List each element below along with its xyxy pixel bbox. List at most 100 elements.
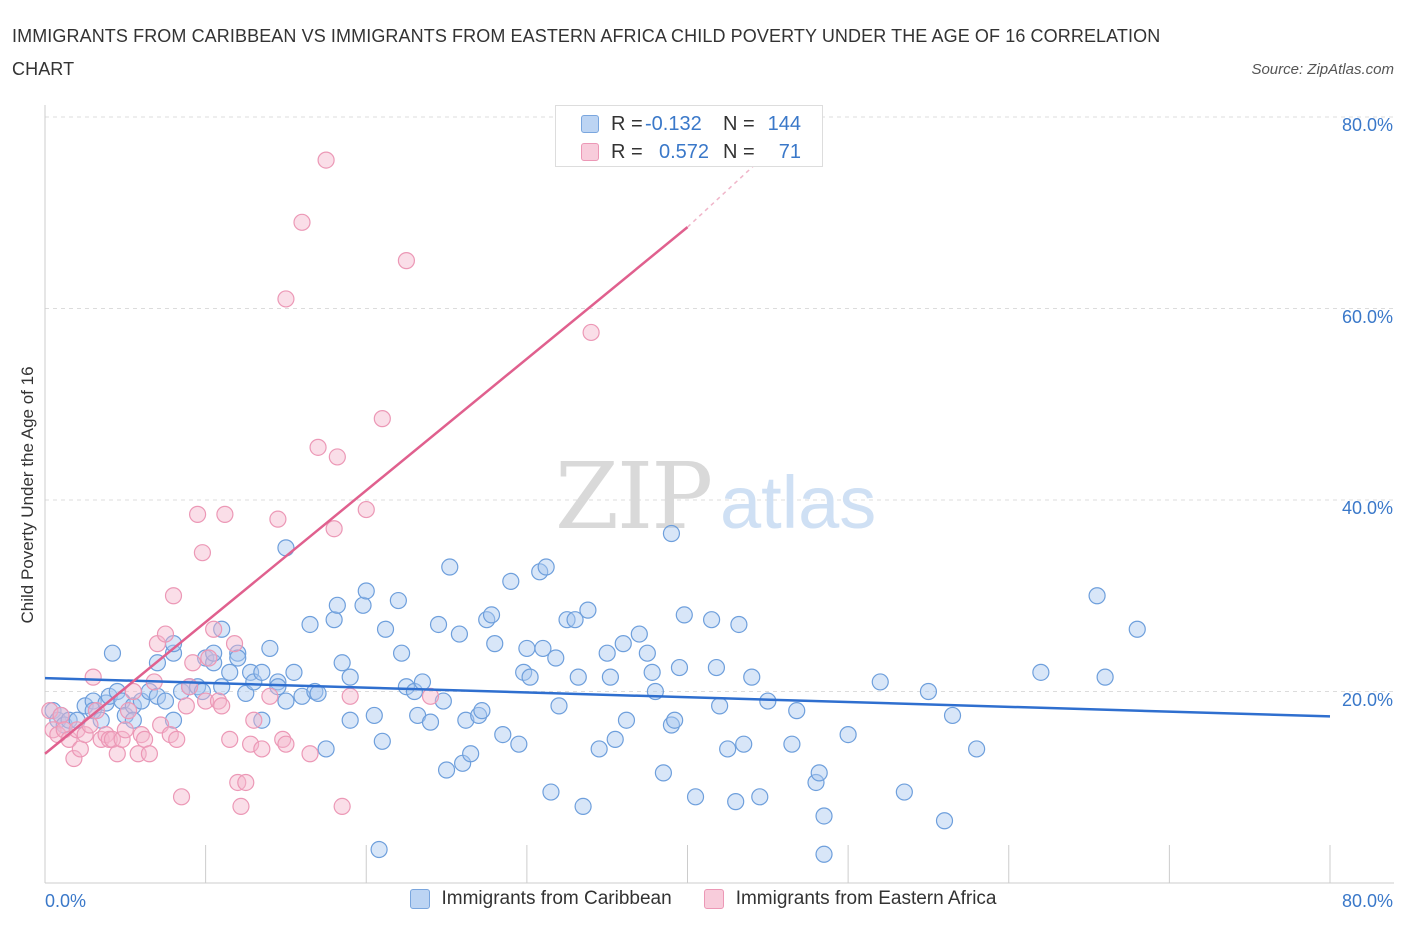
data-point-eastern-africa xyxy=(225,635,244,653)
data-point-caribbean xyxy=(935,812,954,830)
data-point-caribbean xyxy=(253,663,271,681)
data-point-eastern-africa xyxy=(108,745,126,763)
data-point-caribbean xyxy=(727,793,745,811)
data-point-eastern-africa xyxy=(188,505,207,523)
data-point-eastern-africa xyxy=(71,740,89,758)
data-point-eastern-africa xyxy=(52,706,70,725)
data-point-caribbean xyxy=(229,644,247,662)
data-point-caribbean xyxy=(871,673,889,691)
y-tick-label: 40.0% xyxy=(1341,498,1393,518)
data-point-eastern-africa xyxy=(325,520,343,538)
data-point-caribbean xyxy=(788,702,806,720)
data-point-caribbean xyxy=(221,663,239,681)
data-point-eastern-africa xyxy=(140,745,159,763)
data-point-caribbean xyxy=(148,687,167,705)
legend-n-value: 71 xyxy=(778,140,801,163)
data-point-caribbean xyxy=(569,668,587,686)
data-point-caribbean xyxy=(534,639,552,658)
watermark-zip: ZIP xyxy=(555,443,711,550)
data-point-eastern-africa xyxy=(328,448,346,466)
data-point-caribbean xyxy=(457,711,475,729)
data-point-caribbean xyxy=(370,840,388,859)
data-point-eastern-africa xyxy=(193,544,212,562)
data-point-caribbean xyxy=(164,644,183,662)
data-point-eastern-africa xyxy=(317,151,335,169)
data-point-eastern-africa xyxy=(253,740,271,758)
data-point-eastern-africa xyxy=(269,510,287,528)
data-point-caribbean xyxy=(164,711,183,729)
data-point-caribbean xyxy=(205,644,223,662)
data-point-caribbean xyxy=(574,797,592,816)
data-point-caribbean xyxy=(462,745,480,763)
legend-swatch-blue xyxy=(581,115,599,133)
data-point-caribbean xyxy=(654,764,673,782)
data-point-eastern-africa xyxy=(172,788,191,806)
data-point-caribbean xyxy=(502,572,520,590)
data-point-caribbean xyxy=(1128,620,1146,638)
data-point-caribbean xyxy=(675,606,693,624)
data-point-caribbean xyxy=(333,654,351,672)
data-point-caribbean xyxy=(943,706,962,725)
data-point-caribbean xyxy=(630,625,648,643)
data-point-caribbean xyxy=(542,783,560,801)
legend-swatch-pink xyxy=(703,889,724,909)
data-point-eastern-africa xyxy=(341,687,359,705)
data-point-caribbean xyxy=(392,644,411,662)
legend-r-value: -0.132 xyxy=(645,112,702,135)
axes xyxy=(44,105,1394,884)
data-point-caribbean xyxy=(815,845,833,863)
data-point-caribbean xyxy=(1032,663,1050,681)
data-point-caribbean xyxy=(510,735,528,753)
legend-row-caribbean: R = -0.132 N = 144 xyxy=(556,110,801,138)
legend-swatch-pink xyxy=(581,143,599,161)
trend-line-eastern-africa-extension xyxy=(686,159,761,228)
data-point-eastern-africa xyxy=(84,668,102,686)
data-point-eastern-africa xyxy=(124,682,142,701)
x-tick-label: 0.0% xyxy=(45,891,87,911)
data-point-caribbean xyxy=(229,649,247,667)
series-eastern-africa-points xyxy=(41,151,600,816)
data-point-caribbean xyxy=(317,740,335,758)
data-point-caribbean xyxy=(617,711,636,729)
data-point-caribbean xyxy=(309,684,327,703)
data-point-eastern-africa xyxy=(213,697,231,715)
data-point-caribbean xyxy=(807,773,825,792)
legend-n-label: N = xyxy=(723,140,755,163)
data-point-caribbean xyxy=(751,788,769,806)
y-tick-label: 60.0% xyxy=(1341,306,1393,327)
data-point-eastern-africa xyxy=(237,773,255,792)
data-point-caribbean xyxy=(521,668,539,686)
data-point-caribbean xyxy=(606,730,624,748)
data-point-eastern-africa xyxy=(357,500,375,519)
data-point-caribbean xyxy=(354,596,372,614)
data-point-eastern-africa xyxy=(216,505,234,523)
data-point-caribbean xyxy=(113,692,131,710)
legend-label-caribbean: Immigrants from Caribbean xyxy=(441,888,672,909)
chart-title: IMMIGRANTS FROM CARIBBEAN VS IMMIGRANTS … xyxy=(12,26,1161,79)
trend-line-caribbean xyxy=(44,676,1331,718)
y-tick-label: 20.0% xyxy=(1341,689,1393,710)
data-point-eastern-africa xyxy=(242,735,260,753)
legend-swatch-blue xyxy=(409,889,430,909)
data-point-caribbean xyxy=(707,658,726,677)
data-point-caribbean xyxy=(494,725,512,744)
data-point-caribbean xyxy=(670,658,689,677)
data-point-caribbean xyxy=(261,639,279,658)
data-point-caribbean xyxy=(486,635,504,653)
series-legend: Immigrants from Caribbean Immigrants fro… xyxy=(0,888,1406,910)
data-point-eastern-africa xyxy=(274,730,292,748)
correlation-legend: R = -0.132 N = 144 R = 0.572 N = 71 xyxy=(555,105,823,167)
legend-n-value: 144 xyxy=(767,112,801,135)
data-point-caribbean xyxy=(662,524,681,543)
data-point-caribbean xyxy=(1096,668,1114,686)
data-point-caribbean xyxy=(341,668,359,686)
data-point-caribbean xyxy=(277,692,295,710)
data-point-caribbean xyxy=(919,682,938,701)
data-point-caribbean xyxy=(103,644,122,662)
data-point-caribbean xyxy=(810,764,828,782)
data-point-caribbean xyxy=(413,673,432,691)
data-point-eastern-africa xyxy=(177,697,195,715)
data-point-caribbean xyxy=(450,625,469,643)
data-point-eastern-africa xyxy=(333,797,351,816)
x-tick-label: 80.0% xyxy=(1341,891,1393,911)
